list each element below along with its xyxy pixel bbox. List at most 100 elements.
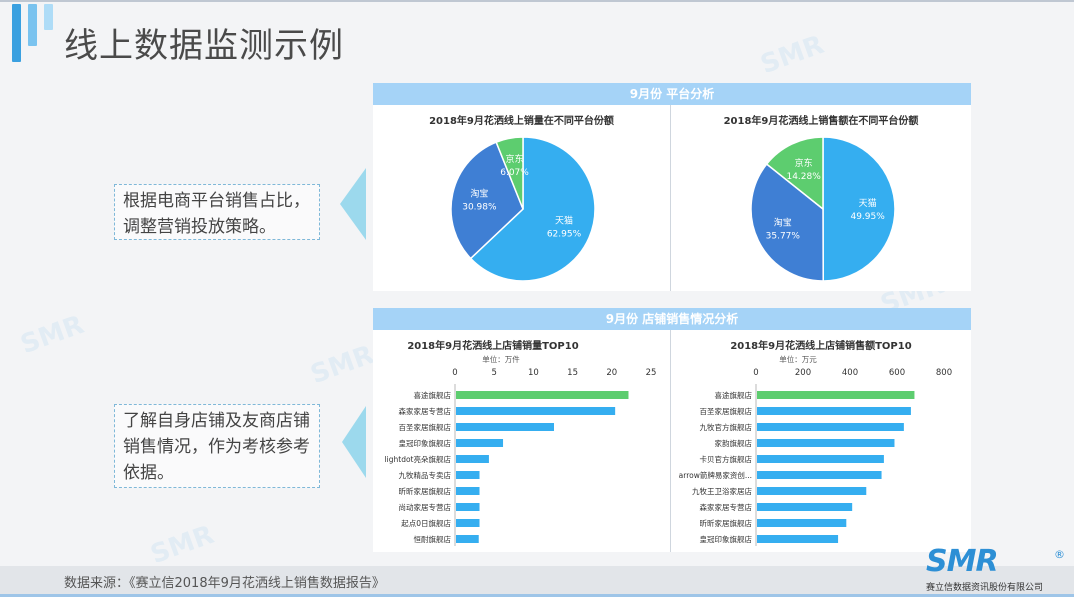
bar-tick-label: 5 (491, 368, 496, 378)
bar-category-label: 恒耐旗舰店 (414, 534, 452, 544)
bar-category-label: 喜途旗舰店 (414, 390, 452, 400)
bar-3 (757, 439, 895, 447)
platform-panel-divider (670, 105, 671, 291)
data-source-note: 数据来源：《赛立信2018年9月花洒线上销售数据报告》 (64, 576, 385, 591)
store-panel-header: 9月份 店铺销售情况分析 (373, 308, 971, 330)
title-accent-bar-3 (44, 4, 53, 30)
pie-slice-value: 6.07% (500, 168, 529, 178)
bar-1 (757, 407, 911, 415)
pie-slice-label: 天猫 (555, 215, 573, 227)
watermark: SMR (16, 309, 88, 361)
bar-6 (456, 487, 480, 495)
callout-arrow-2 (342, 406, 366, 478)
bar-tick-label: 0 (452, 368, 457, 378)
pie-slice-label: 淘宝 (774, 216, 792, 228)
bar-9 (757, 535, 839, 543)
title-accent-bar-2 (28, 4, 37, 46)
bar-tick-label: 15 (567, 368, 578, 378)
callout-store: 了解自身店铺及友商店铺销售情况，作为考核参考依据。 (114, 404, 320, 488)
bar-7 (757, 503, 853, 511)
bar-category-label: 森家家居专营店 (700, 502, 753, 512)
bar-9 (456, 535, 479, 543)
logo-company-name: 赛立信数据资讯股份有限公司 (926, 583, 1044, 593)
bar-chart-store-amount: 单位：万元 0 200 400 600 800 喜途旗舰店百圣家居旗舰店九牧官方旗舰店家韵旗… (679, 354, 952, 546)
callout-platform: 根据电商平台销售占比，调整营销投放策略。 (114, 184, 320, 240)
bar-tick-label: 400 (842, 368, 858, 378)
bar-category-label: arrow箭牌易家资创... (679, 470, 752, 480)
pie-slice-label: 京东 (506, 153, 524, 165)
bar-2 (757, 423, 904, 431)
bar-8 (757, 519, 847, 527)
store-panel: 9月份 店铺销售情况分析 2018年9月花洒线上店铺销量TOP10 2018年9… (373, 308, 971, 552)
pie-slice-0 (469, 136, 596, 282)
pie-slice-2 (765, 136, 824, 211)
bar-1 (456, 407, 616, 415)
bar-tick-label: 600 (889, 368, 905, 378)
bar-category-label: 尚动家居专营店 (399, 502, 452, 512)
bar-category-label: 昕昕家居旗舰店 (399, 486, 452, 496)
logo-letters: SMR (926, 544, 999, 579)
bar-category-label: 昕昕家居旗舰店 (700, 518, 753, 528)
bar-6 (757, 487, 867, 495)
smr-logo: SMR ® 赛立信数据资讯股份有限公司 (926, 544, 1065, 594)
bar-category-label: 百圣家居旗舰店 (399, 422, 452, 432)
bar-category-label: 卡贝官方旗舰店 (700, 454, 753, 464)
bar-4 (456, 455, 489, 463)
store-panel-divider (670, 330, 671, 552)
bar-category-label: 皇冠印象旗舰店 (399, 438, 452, 448)
bar-tick-label: 200 (795, 368, 811, 378)
pie-chart-sales-volume: 天猫 62.95% 淘宝 30.98% 京东 6.07% (450, 136, 596, 282)
bar-category-label: 百圣家居旗舰店 (700, 406, 753, 416)
pie-slice-value: 35.77% (766, 231, 801, 241)
bar-category-label: 九牧官方旗舰店 (700, 422, 753, 432)
pie-slice-label: 天猫 (859, 197, 877, 209)
bar-unit-label: 单位：万元 (779, 354, 817, 364)
bar-category-label: 九牧王卫浴家居店 (692, 486, 752, 496)
pie-slice-value: 49.95% (850, 212, 885, 222)
watermark: SMR (306, 339, 378, 391)
pie1-title: 2018年9月花洒线上销量在不同平台份额 (429, 116, 614, 127)
bar-0 (456, 391, 629, 399)
bar-category-label: 起点0日旗舰店 (401, 518, 451, 528)
top-border-line (0, 0, 1074, 2)
pie-slice-value: 62.95% (547, 230, 582, 240)
bar-5 (456, 471, 480, 479)
watermark: SMR (146, 519, 218, 571)
pie-slice-label: 京东 (795, 157, 813, 169)
pie-slice-value: 14.28% (786, 172, 821, 182)
pie2-title: 2018年9月花洒线上销售额在不同平台份额 (723, 116, 919, 127)
bar-category-label: 皇冠印象旗舰店 (700, 534, 753, 544)
bar-8 (456, 519, 480, 527)
bar-2 (456, 423, 554, 431)
platform-panel-header: 9月份 平台分析 (373, 83, 971, 105)
bar-category-label: 喜途旗舰店 (715, 390, 753, 400)
watermark: SMR (756, 29, 828, 81)
logo-registered-mark: ® (1054, 548, 1065, 561)
bottom-border-line (0, 594, 1074, 597)
bar-tick-label: 25 (646, 368, 657, 378)
slide-title: 线上数据监测示例 (64, 26, 344, 66)
bar-category-label: lightdot亮朵旗舰店 (385, 454, 452, 464)
bar-tick-label: 20 (606, 368, 617, 378)
bar-category-label: 九牧精品专卖店 (399, 470, 452, 480)
pie-slice-2 (495, 136, 524, 210)
bar-tick-label: 800 (936, 368, 952, 378)
bar-5 (757, 471, 882, 479)
bar-3 (456, 439, 504, 447)
bar-0 (757, 391, 915, 399)
pie-slice-1 (450, 141, 524, 260)
bar-tick-label: 0 (753, 368, 758, 378)
platform-panel: 9月份 平台分析 2018年9月花洒线上销量在不同平台份额 2018年9月花洒线… (373, 83, 971, 291)
footer-bar: 数据来源：《赛立信2018年9月花洒线上销售数据报告》 (0, 566, 1074, 594)
pie-slice-0 (822, 136, 896, 282)
pie-slice-value: 30.98% (462, 202, 497, 212)
pie-slice-1 (750, 163, 824, 282)
bar-7 (456, 503, 480, 511)
title-accent-bar-1 (12, 4, 21, 62)
pie-slice-label: 淘宝 (470, 187, 488, 199)
bar-chart-store-volume: 单位：万件 0 5 10 15 20 25 喜途旗舰店森家家居专营店百圣家居旗舰店皇冠印象旗舰… (385, 354, 657, 546)
bar-category-label: 森家家居专营店 (399, 406, 452, 416)
bar-category-label: 家韵旗舰店 (715, 438, 753, 448)
callout-arrow-1 (340, 168, 366, 240)
bar-tick-label: 10 (528, 368, 539, 378)
